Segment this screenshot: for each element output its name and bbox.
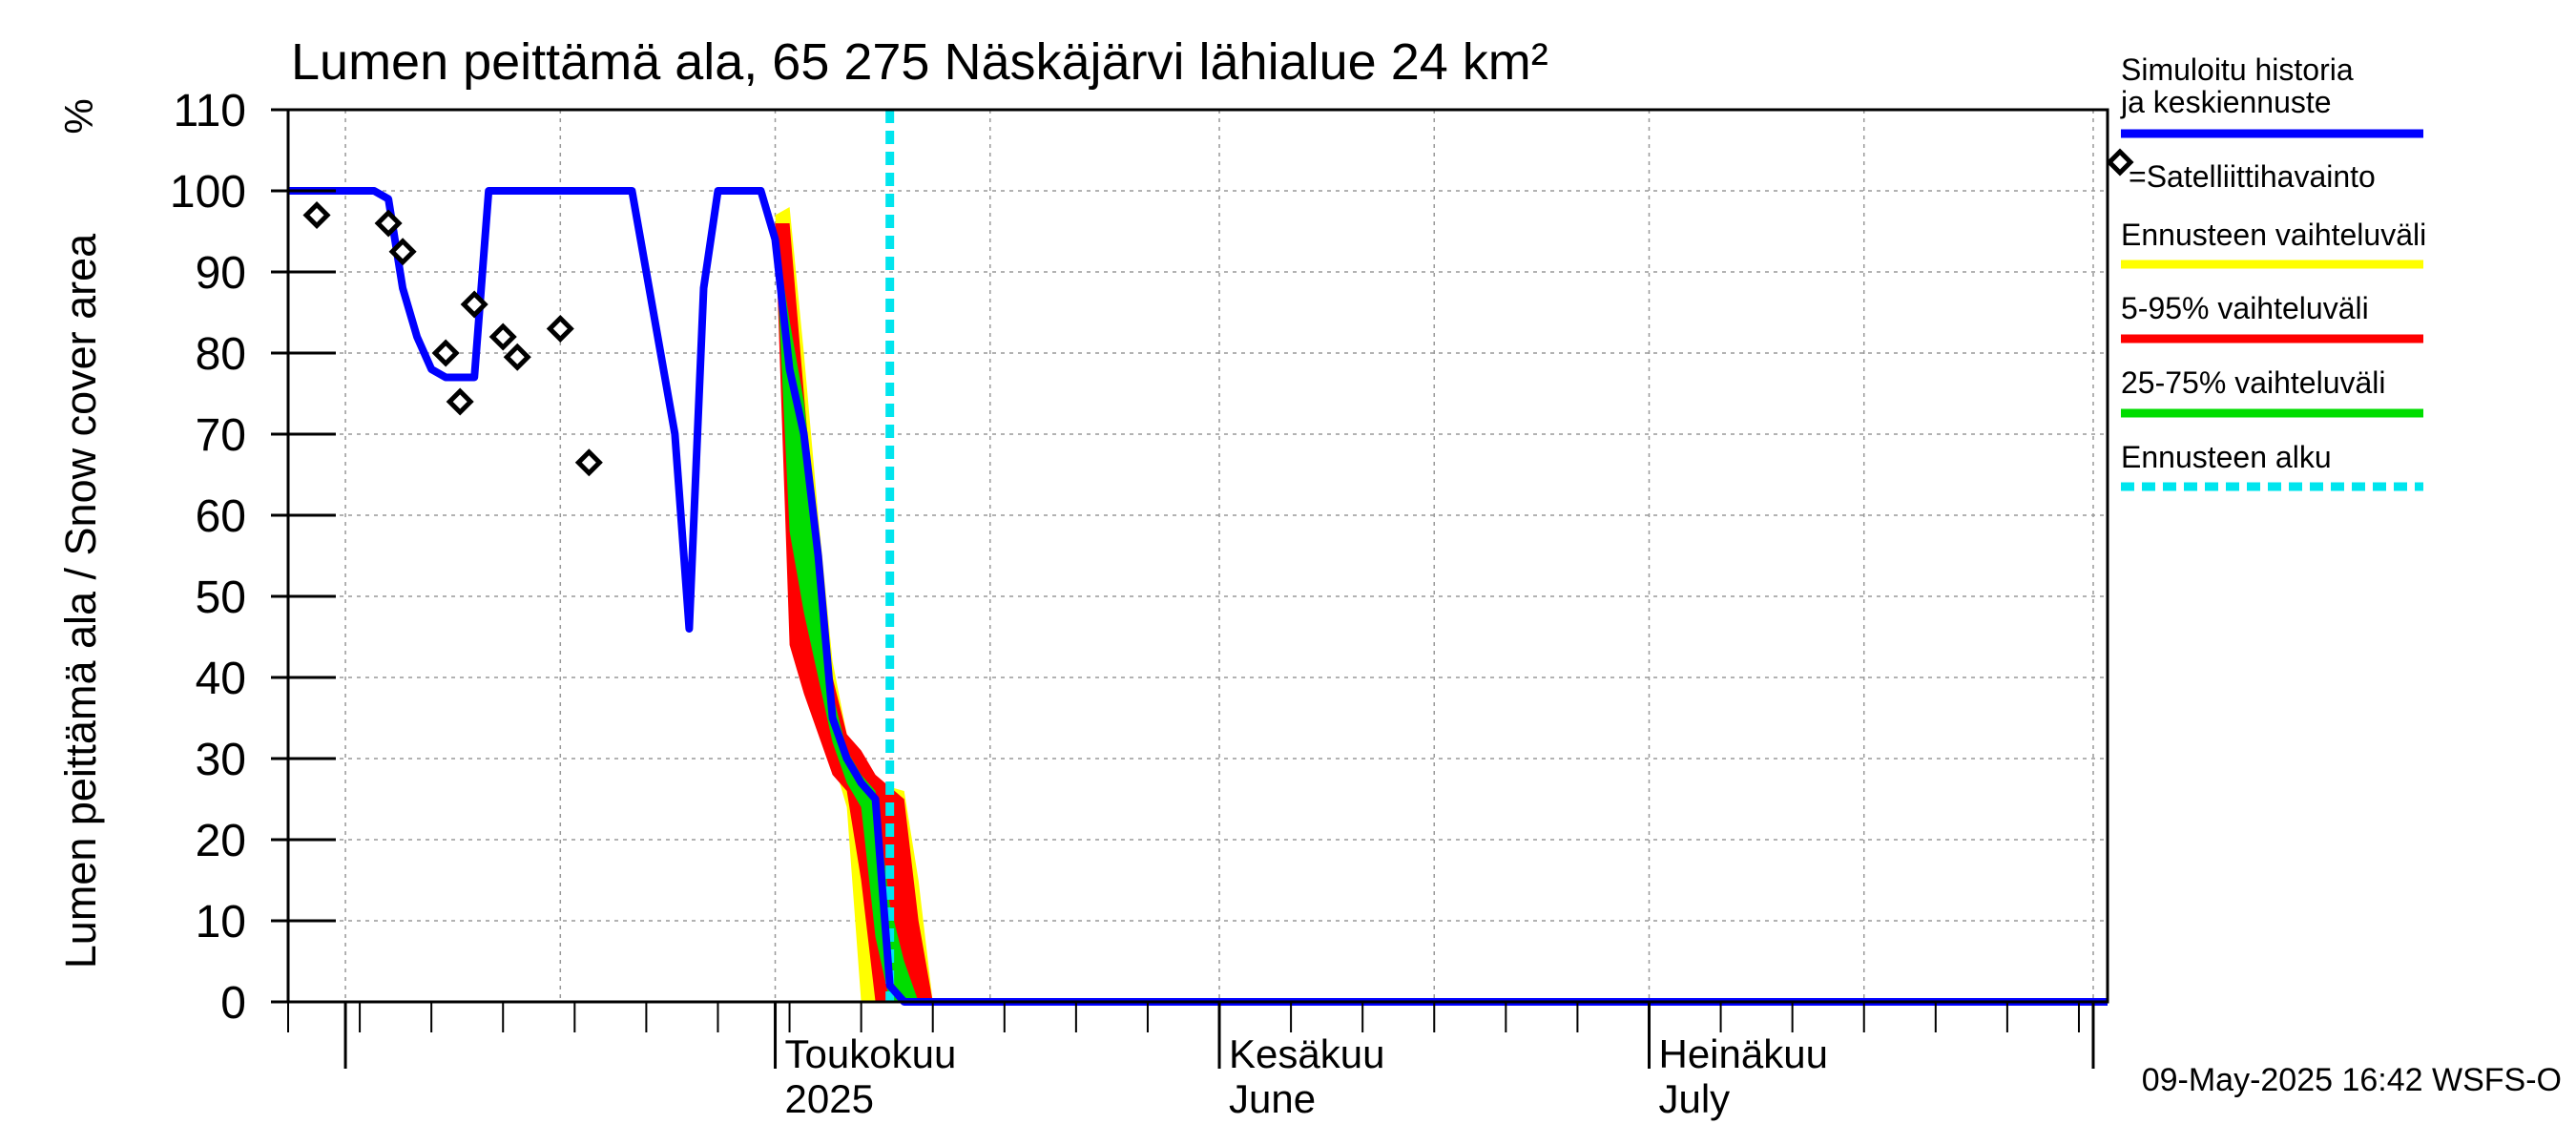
satellite-observations	[302, 200, 603, 477]
plot-area	[286, 108, 2109, 1006]
legend-label-range: Ennusteen vaihteluväli	[2121, 218, 2426, 252]
observation-marker	[503, 343, 531, 371]
x-tick-label-secondary: June	[1229, 1076, 1316, 1121]
legend-label-simulated: Simuloitu historia	[2121, 52, 2354, 87]
y-axis-label: Lumen peittämä ala / Snow cover area	[56, 233, 105, 968]
observation-marker	[302, 200, 331, 230]
observation-marker	[446, 387, 474, 416]
x-tick-label: Kesäkuu	[1229, 1031, 1384, 1076]
series-lines	[288, 187, 2108, 1006]
y-axis: 0 10 20 30 40 50 60 70 80 90 100 110	[170, 86, 336, 1029]
x-tick-label: Heinäkuu	[1658, 1031, 1827, 1076]
legend-label-forecast_start: Ennusteen alku	[2121, 440, 2332, 474]
observation-marker	[431, 339, 460, 367]
y-axis-unit: %	[56, 98, 101, 134]
y-tick-label: 0	[220, 978, 246, 1029]
y-tick-label: 100	[170, 167, 246, 218]
x-tick-label-secondary: July	[1658, 1076, 1730, 1121]
x-tick-label: Toukokuu	[785, 1031, 957, 1076]
observation-marker	[374, 209, 403, 238]
y-tick-label: 10	[196, 897, 246, 947]
observation-marker	[460, 290, 488, 319]
y-tick-label: 30	[196, 735, 246, 785]
y-tick-label: 90	[196, 248, 246, 299]
x-tick-label-secondary: 2025	[785, 1076, 874, 1121]
observation-marker	[488, 323, 517, 351]
legend-label-p25_75: 25-75% vaihteluväli	[2121, 365, 2386, 400]
legend-label-satellite: =Satelliittihavainto	[2129, 159, 2376, 194]
y-tick-label: 60	[196, 491, 246, 542]
plot-frame	[286, 108, 2109, 1004]
y-tick-label: 110	[173, 86, 246, 136]
series-line-simulated	[288, 187, 2108, 1006]
y-tick-label: 40	[196, 654, 246, 704]
y-tick-label: 70	[196, 410, 246, 461]
legend-label-simulated-line2: ja keskiennuste	[2120, 85, 2332, 119]
legend-swatch-satellite	[2106, 148, 2134, 177]
observation-marker	[574, 448, 603, 477]
observation-marker	[546, 314, 574, 344]
observation-marker	[388, 238, 417, 266]
y-tick-label: 20	[196, 816, 246, 866]
y-tick-label: 80	[196, 329, 246, 380]
chart-title: Lumen peittämä ala, 65 275 Näskäjärvi lä…	[291, 33, 1548, 91]
y-tick-label: 50	[196, 572, 246, 623]
legend-label-p5_95: 5-95% vaihteluväli	[2121, 291, 2369, 325]
footer-timestamp: 09-May-2025 16:42 WSFS-O	[2142, 1062, 2562, 1098]
